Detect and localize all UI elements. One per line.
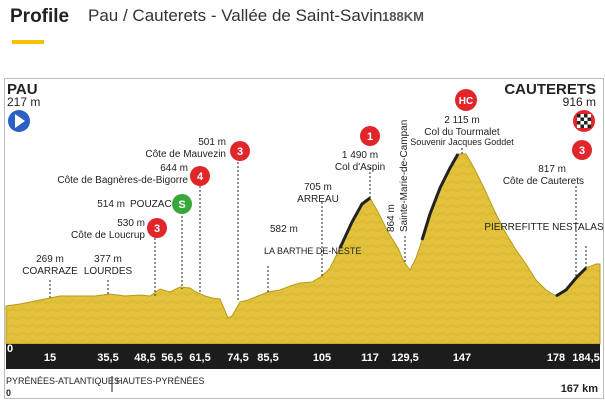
waypoint-lourdes: 377 m LOURDES	[84, 254, 133, 277]
profile-frame	[4, 78, 604, 399]
svg-text:COARRAZE: COARRAZE	[22, 266, 78, 277]
waypoint-loucrup: 530 m Côte de Loucrup 3	[71, 218, 167, 241]
svg-text:Côte de Mauvezin: Côte de Mauvezin	[145, 149, 226, 160]
km-tick-label: 56,5	[161, 352, 182, 364]
svg-text:S: S	[178, 199, 185, 211]
finish-altitude: 916 m	[563, 95, 596, 109]
header: Profile Pau / Cauterets - Vallée de Sain…	[0, 0, 605, 60]
svg-text:3: 3	[579, 145, 585, 157]
svg-text:Col d'Aspin: Col d'Aspin	[335, 162, 385, 173]
svg-text:817 m: 817 m	[538, 164, 566, 175]
waypoint-col-aspin: 1 1 490 m Col d'Aspin	[335, 126, 385, 173]
finish-flag-icon	[573, 110, 595, 132]
svg-text:1: 1	[367, 131, 373, 143]
leader-lines	[49, 148, 587, 302]
km-tick-label: 184,5	[572, 352, 600, 364]
svg-text:1 490 m: 1 490 m	[342, 150, 378, 161]
category-badge	[572, 140, 592, 160]
category-badge	[455, 89, 477, 111]
axis-start-km: 0	[7, 343, 13, 355]
svg-text:864 m: 864 m	[386, 204, 397, 232]
stage-route: Pau / Cauterets - Vallée de Saint-Savin	[88, 6, 383, 25]
km-tick-label: 105	[313, 352, 331, 364]
waypoint-pouzac: 514 m POUZAC S	[97, 194, 192, 214]
start-altitude: 217 m	[7, 95, 40, 109]
svg-text:Col du Tourmalet: Col du Tourmalet	[424, 127, 500, 138]
svg-text:ARREAU: ARREAU	[297, 194, 339, 205]
axis-end-km: 167 km	[561, 383, 599, 395]
km-axis-band	[6, 344, 600, 369]
start-name: PAU	[7, 81, 38, 98]
km-ticks: 15 35,5 48,5 56,5 61,5 74,5 85,5 105 117 129,5 147…	[44, 352, 600, 364]
svg-text:POUZAC: POUZAC	[130, 199, 172, 210]
svg-text:Côte de Loucrup: Côte de Loucrup	[71, 230, 145, 241]
km-tick-label: 15	[44, 352, 56, 364]
waypoint-arreau: 705 m ARREAU	[297, 182, 339, 205]
region-right: HAUTES-PYRÉNÉES	[116, 376, 205, 386]
waypoint-cauterets-climb: 3 817 m Côte de Cauterets	[503, 140, 592, 187]
accent-bar	[12, 40, 44, 44]
waypoint-tourmalet: HC 2 115 m Col du Tourmalet Souvenir Jac…	[410, 89, 514, 147]
category-badge	[190, 166, 210, 186]
svg-text:Côte de Cauterets: Côte de Cauterets	[503, 176, 584, 187]
km-tick-label: 117	[361, 352, 379, 364]
category-badge	[360, 126, 380, 146]
svg-text:3: 3	[237, 146, 243, 158]
svg-text:3: 3	[154, 223, 160, 235]
category-badge	[147, 218, 167, 238]
svg-text:530 m: 530 m	[117, 218, 145, 229]
waypoint-coarraze: 269 m COARRAZE	[22, 254, 78, 277]
svg-text:377 m: 377 m	[94, 254, 122, 265]
category-badge	[230, 141, 250, 161]
svg-text:Côte de Bagnères-de-Bigorre: Côte de Bagnères-de-Bigorre	[57, 175, 188, 186]
waypoint-mauvezin: 501 m Côte de Mauvezin 3	[145, 137, 250, 161]
svg-text:PIERREFITTE NESTALAS: PIERREFITTE NESTALAS	[484, 222, 604, 233]
svg-text:Sainte-Marie-de-Campan: Sainte-Marie-de-Campan	[399, 120, 410, 232]
km-tick-label: 35,5	[97, 352, 118, 364]
axis-zero-label: 0	[6, 388, 11, 398]
svg-text:501 m: 501 m	[198, 137, 226, 148]
km-tick-label: 129,5	[391, 352, 419, 364]
page-title: Profile	[10, 6, 70, 27]
svg-text:LA BARTHE DE-NESTE: LA BARTHE DE-NESTE	[264, 246, 361, 256]
svg-text:4: 4	[197, 171, 204, 183]
km-tick-label: 85,5	[257, 352, 278, 364]
km-tick-label: 48,5	[134, 352, 155, 364]
svg-text:LOURDES: LOURDES	[84, 266, 133, 277]
svg-text:HC: HC	[459, 96, 473, 107]
stage-distance: 188KM	[382, 9, 424, 24]
km-tick-label: 178	[547, 352, 565, 364]
svg-text:Souvenir Jacques Goddet: Souvenir Jacques Goddet	[410, 137, 514, 147]
svg-text:582 m: 582 m	[270, 224, 298, 235]
finish-name: CAUTERETS	[504, 81, 596, 98]
km-tick-label: 147	[453, 352, 471, 364]
waypoint-la-barthe: 582 m LA BARTHE DE-NESTE	[264, 224, 361, 256]
waypoint-pierrefitte: PIERREFITTE NESTALAS	[484, 222, 604, 233]
km-tick-label: 61,5	[189, 352, 210, 364]
waypoint-sainte-marie: 864 m Sainte-Marie-de-Campan	[386, 120, 410, 232]
svg-text:269 m: 269 m	[36, 254, 64, 265]
region-left: PYRÉNÉES-ATLANTIQUES	[6, 376, 120, 386]
svg-text:705 m: 705 m	[304, 182, 332, 193]
svg-text:514 m: 514 m	[97, 199, 125, 210]
km-tick-label: 74,5	[227, 352, 248, 364]
svg-text:644 m: 644 m	[160, 163, 188, 174]
svg-text:2 115 m: 2 115 m	[444, 115, 479, 126]
waypoint-bagneres: 644 m Côte de Bagnères-de-Bigorre 4	[57, 163, 210, 186]
sprint-badge	[172, 194, 192, 214]
